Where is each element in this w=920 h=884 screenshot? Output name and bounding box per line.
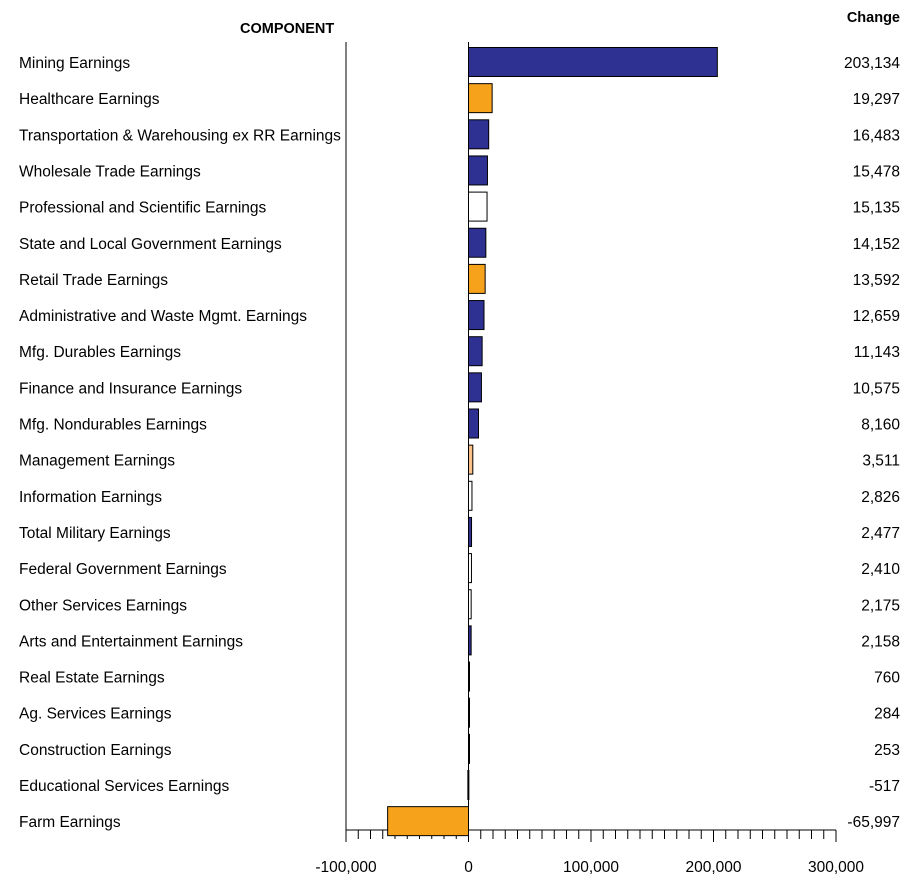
- value-label: 284: [874, 706, 900, 723]
- bars-layer: [387, 47, 718, 837]
- category-label: Mfg. Durables Earnings: [19, 344, 181, 361]
- value-label: 253: [874, 742, 900, 759]
- value-label: 2,410: [861, 561, 900, 578]
- value-label: 8,160: [861, 417, 900, 434]
- category-label: Transportation & Warehousing ex RR Earni…: [19, 127, 341, 144]
- value-label: 203,134: [844, 55, 900, 72]
- category-label: Administrative and Waste Mgmt. Earnings: [19, 308, 307, 325]
- bar: [468, 227, 487, 258]
- bar: [467, 770, 470, 800]
- category-label: Mining Earnings: [19, 55, 130, 72]
- value-label: 2,158: [861, 633, 900, 650]
- value-label: 16,483: [853, 127, 900, 144]
- bar: [468, 191, 488, 222]
- category-label: State and Local Government Earnings: [19, 236, 282, 253]
- value-label: 3,511: [862, 453, 900, 470]
- bar: [468, 516, 473, 547]
- bar: [468, 661, 470, 692]
- category-label: Construction Earnings: [19, 742, 172, 759]
- value-label: 15,478: [853, 163, 900, 180]
- cropped-title-fragment: [0, 0, 340, 14]
- bar: [468, 480, 473, 511]
- category-label: Real Estate Earnings: [19, 670, 165, 687]
- x-tick-label: 100,000: [563, 859, 619, 876]
- category-label: Information Earnings: [19, 489, 162, 506]
- value-label: 10,575: [853, 380, 900, 397]
- category-label: Mfg. Nondurables Earnings: [19, 417, 207, 434]
- bar: [468, 553, 472, 584]
- x-tick-label: -100,000: [315, 859, 377, 876]
- bar: [468, 83, 493, 114]
- bar: [468, 300, 485, 331]
- category-label: Professional and Scientific Earnings: [19, 200, 267, 217]
- bar: [468, 408, 479, 439]
- bar: [468, 589, 472, 620]
- category-label: Total Military Earnings: [19, 525, 171, 542]
- category-label: Finance and Insurance Earnings: [19, 380, 242, 397]
- value-label: 14,152: [853, 236, 900, 253]
- category-label: Ag. Services Earnings: [19, 706, 172, 723]
- value-label: 2,826: [861, 489, 900, 506]
- component-header: COMPONENT: [240, 21, 334, 37]
- bar: [468, 263, 486, 294]
- x-tick-label: 0: [464, 859, 473, 876]
- bar: [468, 372, 482, 403]
- value-label: 11,143: [854, 344, 900, 361]
- category-label: Retail Trade Earnings: [19, 272, 168, 289]
- bar: [468, 625, 472, 656]
- change-header: Change: [847, 10, 900, 26]
- bar: [468, 336, 483, 367]
- value-label: 13,592: [853, 272, 900, 289]
- bar: [468, 155, 488, 186]
- bar: [387, 806, 470, 837]
- category-label: Farm Earnings: [19, 814, 121, 831]
- value-label: -65,997: [847, 814, 900, 831]
- bar: [468, 444, 474, 475]
- value-label: 2,175: [861, 597, 900, 614]
- bar: [468, 697, 470, 728]
- x-tick-label: 300,000: [808, 859, 864, 876]
- value-label: -517: [869, 778, 900, 795]
- category-label: Management Earnings: [19, 453, 175, 470]
- category-label: Educational Services Earnings: [19, 778, 229, 795]
- category-label: Federal Government Earnings: [19, 561, 227, 578]
- value-label: 760: [874, 670, 900, 687]
- axis-layer: [345, 42, 837, 842]
- category-label: Healthcare Earnings: [19, 91, 160, 108]
- x-tick-label: 200,000: [685, 859, 741, 876]
- bar: [468, 119, 490, 150]
- value-label: 15,135: [853, 200, 900, 217]
- category-label: Arts and Entertainment Earnings: [19, 633, 243, 650]
- value-label: 12,659: [853, 308, 900, 325]
- bar: [468, 733, 470, 764]
- value-label: 19,297: [853, 91, 900, 108]
- value-label: 2,477: [861, 525, 900, 542]
- bar: [468, 47, 718, 77]
- category-label: Wholesale Trade Earnings: [19, 163, 201, 180]
- category-label: Other Services Earnings: [19, 597, 187, 614]
- labels-layer: -100,000 0 100,000 200,000 300,000 Mining Ear…: [19, 55, 900, 876]
